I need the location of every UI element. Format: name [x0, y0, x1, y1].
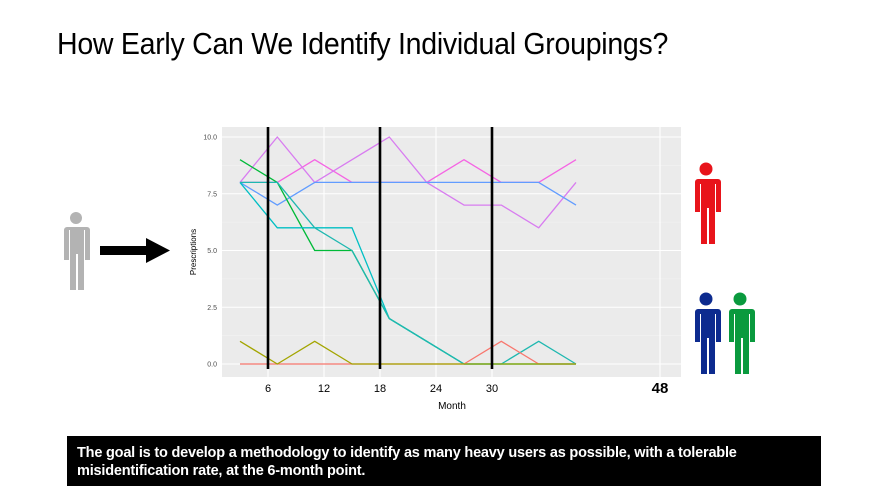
person-head — [699, 162, 713, 176]
y-tick-label: 2.5 — [207, 305, 217, 312]
y-tick-label: 0.0 — [207, 362, 217, 369]
person-body — [728, 309, 755, 374]
x-tick-label: 12 — [318, 383, 330, 395]
y-tick-label: 10.0 — [203, 135, 217, 142]
y-axis-label: Prescriptions — [189, 229, 198, 275]
marker-lines — [266, 127, 494, 369]
y-tick-label: 5.0 — [207, 248, 217, 255]
series-lines — [239, 136, 577, 365]
x-tick-label: 24 — [430, 383, 442, 395]
y-tick-label: 7.5 — [207, 191, 217, 198]
page-title: How Early Can We Identify Individual Gro… — [57, 26, 669, 61]
y-tick-labels: 0.0 2.5 5.0 7.5 10.0 — [203, 135, 217, 369]
person-body — [694, 179, 721, 244]
series-line — [239, 136, 577, 229]
series-line — [239, 340, 576, 365]
plot-panel — [222, 127, 681, 377]
caption-text: The goal is to develop a methodology to … — [77, 445, 737, 479]
person-head — [70, 212, 82, 224]
input-person-icon — [64, 212, 90, 290]
series-line — [239, 181, 577, 206]
heavy-user-person-icon — [694, 162, 721, 244]
other-user-person-icon — [694, 292, 721, 374]
x-tick-label: 6 — [265, 383, 271, 395]
x-axis-label: Month — [438, 401, 466, 412]
x-tick-label: 48 — [652, 380, 669, 397]
x-tick-label: 18 — [374, 383, 386, 395]
other-user-person-icon — [728, 292, 755, 374]
person-head — [699, 292, 713, 306]
x-tick-labels: 6 12 18 24 30 48 — [265, 380, 668, 397]
x-tick-label: 30 — [486, 383, 498, 395]
person-head — [733, 292, 747, 306]
caption-box: The goal is to develop a methodology to … — [67, 436, 821, 486]
person-body — [64, 227, 90, 290]
person-body — [694, 309, 721, 374]
right-arrow-icon — [100, 238, 170, 263]
